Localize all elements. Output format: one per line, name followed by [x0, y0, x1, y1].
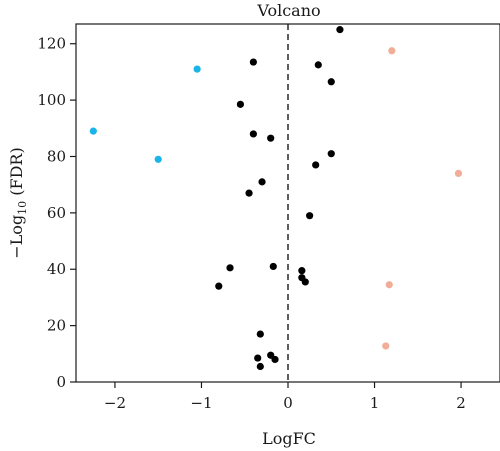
chart-title: Volcano	[256, 1, 320, 20]
data-point	[382, 342, 390, 350]
y-axis-label: −Log10 (FDR)	[7, 147, 29, 258]
data-point	[256, 330, 264, 338]
data-point	[249, 58, 257, 66]
x-tick-label: 0	[283, 394, 293, 412]
x-tick-label: −1	[190, 394, 212, 412]
y-axis-label-prefix: −Log	[7, 215, 26, 259]
data-point	[327, 78, 335, 86]
y-tick-label: 100	[37, 91, 66, 109]
data-point	[314, 61, 322, 69]
data-point	[267, 134, 275, 142]
data-point	[236, 100, 245, 108]
data-point	[226, 264, 234, 272]
data-point	[454, 169, 463, 178]
data-point	[269, 262, 277, 271]
y-tick-label: 40	[47, 260, 66, 278]
data-point	[254, 354, 262, 362]
data-point	[249, 130, 257, 138]
data-point	[215, 282, 223, 290]
y-tick-label: 120	[37, 35, 66, 53]
data-point	[306, 212, 314, 220]
data-point	[385, 281, 393, 289]
data-point	[154, 155, 162, 163]
y-axis-label-suffix: (FDR)	[7, 147, 26, 201]
data-points	[89, 26, 463, 371]
x-tick-label: 1	[370, 394, 380, 412]
y-tick-label: 0	[56, 373, 66, 391]
x-tick-label: −2	[104, 394, 126, 412]
data-point	[245, 189, 253, 197]
data-point	[298, 267, 306, 275]
data-point	[327, 150, 335, 158]
data-point	[336, 26, 344, 34]
y-tick-label: 60	[47, 204, 66, 222]
data-point	[271, 355, 279, 364]
y-axis: 0 20 40 60 80 100 120	[37, 35, 76, 391]
x-axis-label: LogFC	[262, 429, 316, 448]
y-tick-label: 80	[47, 147, 66, 165]
data-point	[312, 161, 320, 169]
y-axis-label-subscript: 10	[16, 201, 29, 215]
data-point	[89, 127, 97, 135]
data-point	[388, 47, 396, 55]
data-point	[193, 65, 201, 73]
data-point	[301, 278, 309, 286]
data-point	[258, 178, 266, 186]
x-axis: −2 −1 0 1 2	[104, 382, 466, 412]
data-point	[256, 362, 264, 371]
y-tick-label: 20	[47, 317, 66, 335]
x-tick-label: 2	[456, 394, 466, 412]
